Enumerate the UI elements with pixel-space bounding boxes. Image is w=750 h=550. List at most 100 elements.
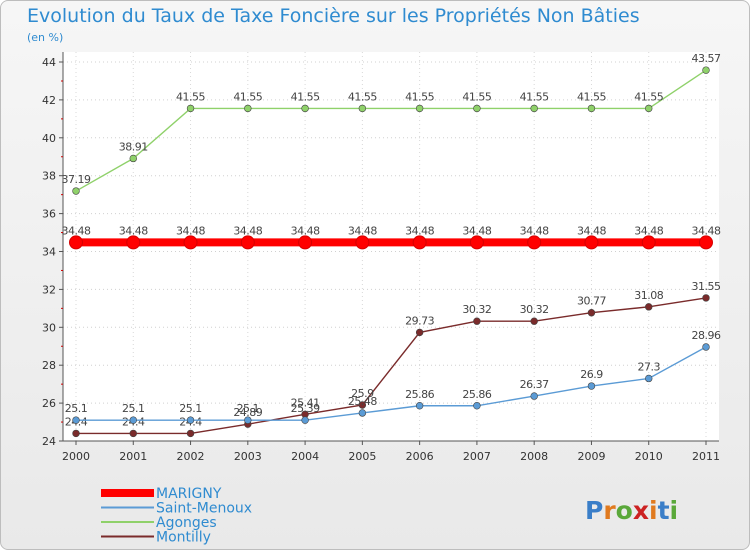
data-label: 34.48 [634, 224, 663, 237]
data-point [530, 317, 538, 325]
y-tick-label: 26 [42, 397, 56, 410]
y-unit-label: (en %) [27, 31, 64, 44]
data-label: 34.48 [233, 224, 262, 237]
data-point [355, 235, 370, 250]
data-label: 34.48 [692, 224, 721, 237]
data-label: 31.55 [692, 280, 721, 293]
data-label: 25.86 [405, 388, 434, 401]
data-point [358, 104, 367, 113]
data-label: 31.08 [634, 289, 663, 302]
data-point [530, 104, 538, 113]
data-point [415, 104, 424, 113]
data-point [358, 409, 367, 417]
data-point [415, 402, 424, 410]
data-point [129, 416, 137, 424]
y-tick-label: 24 [42, 435, 56, 448]
data-point [527, 235, 542, 250]
legend-label-agonges: Agonges [156, 515, 217, 531]
logo-letter: P [585, 496, 603, 525]
data-label: 34.48 [577, 224, 606, 237]
x-tick-label: 2006 [406, 450, 434, 463]
data-label: 41.55 [634, 90, 663, 103]
data-label: 41.55 [462, 90, 491, 103]
y-tick-label: 42 [42, 94, 56, 107]
y-tick-label: 28 [42, 359, 56, 372]
data-label: 28.96 [692, 329, 721, 342]
y-tick-label: 36 [42, 208, 56, 221]
data-point [244, 416, 252, 424]
data-label: 25.41 [291, 396, 320, 409]
data-label: 25.1 [179, 402, 202, 415]
y-tick-label: 34 [42, 246, 56, 259]
logo-letter: x [633, 496, 649, 525]
y-tick-label: 38 [42, 170, 56, 183]
data-label: 34.48 [291, 224, 320, 237]
data-label: 25.1 [65, 402, 88, 415]
logo-letter: r [603, 496, 616, 525]
data-point [415, 328, 424, 337]
x-tick-label: 2001 [119, 450, 147, 463]
data-point [298, 235, 313, 250]
data-label: 30.32 [462, 303, 491, 316]
data-label: 41.55 [233, 90, 262, 103]
legend-label-montilly: Montilly [156, 530, 211, 546]
x-tick-label: 2004 [291, 450, 319, 463]
proxiti-logo: Proxiti [585, 496, 678, 525]
data-label: 34.48 [176, 224, 205, 237]
series-line-agonges [75, 69, 707, 192]
data-point [645, 303, 653, 311]
data-point [584, 235, 599, 250]
y-tick-label: 44 [42, 56, 56, 69]
x-tick-label: 2000 [62, 450, 90, 463]
data-point [702, 294, 710, 302]
data-point [183, 235, 198, 250]
legend-label-saint-menoux: Saint-Menoux [156, 501, 252, 517]
data-point [186, 429, 195, 438]
data-point [587, 382, 596, 390]
data-point [72, 416, 80, 424]
data-point [301, 104, 309, 113]
data-point [69, 235, 83, 250]
data-point [702, 66, 710, 74]
data-label: 41.55 [348, 90, 377, 103]
data-point [645, 104, 653, 113]
x-tick-label: 2003 [234, 450, 262, 463]
x-tick-label: 2011 [692, 450, 720, 463]
x-tick-label: 2008 [520, 450, 548, 463]
data-label: 30.77 [577, 295, 606, 308]
data-label: 26.37 [520, 378, 549, 391]
data-label: 34.48 [462, 224, 491, 237]
data-label: 34.48 [119, 224, 148, 237]
y-tick-label: 32 [42, 283, 56, 296]
data-point [412, 235, 427, 250]
y-tick-label: 40 [42, 132, 56, 145]
data-label: 34.48 [520, 224, 549, 237]
data-point [186, 416, 195, 424]
data-label: 38.91 [119, 140, 148, 153]
data-label: 26.9 [580, 368, 603, 381]
data-point [129, 429, 137, 438]
y-tick-label: 30 [42, 321, 56, 334]
data-point [72, 429, 80, 438]
data-point [72, 187, 80, 195]
x-tick-label: 2005 [348, 450, 376, 463]
data-point [469, 235, 484, 250]
data-label: 34.48 [405, 224, 434, 237]
x-tick-label: 2009 [577, 450, 605, 463]
logo-letter: i [670, 496, 679, 525]
data-label: 24.89 [233, 406, 262, 419]
data-point [244, 104, 252, 113]
logo-letter: o [616, 496, 633, 525]
data-label: 41.55 [405, 90, 434, 103]
series-line-saint-menoux [76, 346, 707, 421]
data-label: 25.9 [351, 387, 374, 400]
data-point [186, 104, 195, 113]
data-label: 29.73 [405, 314, 434, 327]
data-label: 25.39 [291, 402, 320, 415]
data-point [587, 104, 596, 113]
data-label: 41.55 [176, 90, 205, 103]
data-point [358, 401, 367, 409]
x-tick-label: 2007 [463, 450, 491, 463]
data-point [699, 235, 713, 250]
